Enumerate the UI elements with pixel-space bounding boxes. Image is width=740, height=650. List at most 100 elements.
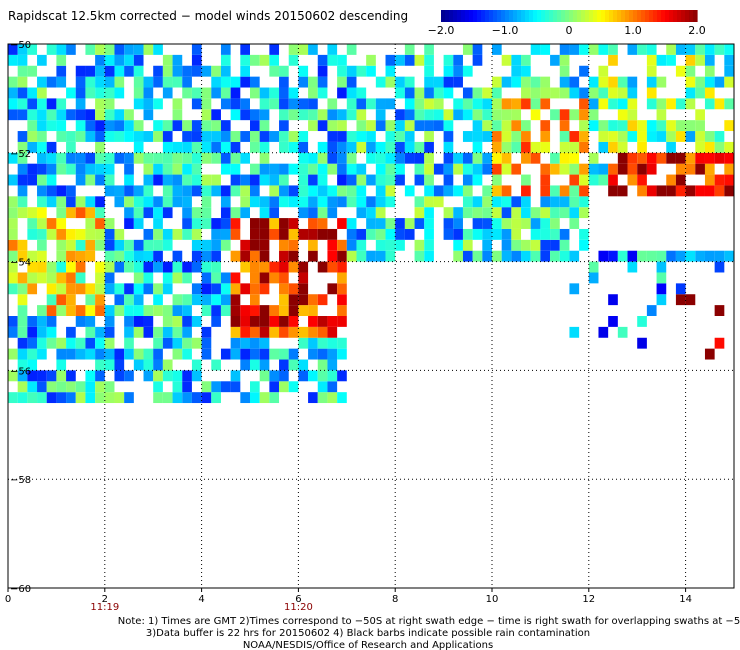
heatmap-cell [37,392,47,404]
heatmap-cell [133,239,144,251]
heatmap-cell [608,98,618,110]
heatmap-cell [220,272,231,284]
heatmap-cell [385,54,396,66]
heatmap-cell [220,305,231,316]
heatmap-cell [666,120,676,132]
heatmap-cell [608,185,618,197]
heatmap-cell [298,283,309,295]
colorbar-segment [457,10,462,22]
heatmap-cell [492,207,502,219]
heatmap-cell [124,174,134,186]
heatmap-cell [288,218,299,229]
heatmap-cell [172,326,183,338]
heatmap-cell [182,348,192,360]
colorbar-segment [617,10,622,22]
heatmap-cell [395,141,405,153]
heatmap-cell [366,54,376,66]
heatmap-cell [298,141,309,153]
heatmap-cell [172,141,183,153]
heatmap-cell [695,54,705,66]
heatmap-cell [482,152,492,164]
heatmap-cell [162,207,173,219]
heatmap-cell [501,98,512,110]
heatmap-cell [143,196,154,208]
heatmap-cell [501,218,512,229]
colorbar-segment [605,10,610,22]
heatmap-cell [327,163,338,175]
heatmap-cell [550,228,560,240]
colorbar-segment [665,10,670,22]
heatmap-cell [443,54,454,66]
heatmap-cell [95,54,105,66]
heatmap-cell [646,131,657,142]
heatmap-cell [37,381,47,393]
heatmap-cell [211,305,221,316]
heatmap-cell [540,44,551,55]
heatmap-cell [114,109,125,121]
heatmap-cell [356,109,367,121]
heatmap-cell [162,185,173,197]
heatmap-cell [608,87,618,99]
heatmap-cell [404,152,415,164]
heatmap-cell [404,141,415,153]
heatmap-cell [8,218,18,229]
heatmap-cell [337,337,347,349]
heatmap-cell [724,98,734,110]
heatmap-cell [95,87,105,99]
heatmap-cell [579,207,589,219]
heatmap-cell [153,131,163,142]
heatmap-cell [104,392,115,404]
heatmap-cell [608,120,618,132]
heatmap-cell [269,174,280,186]
heatmap-cell [569,163,580,175]
x-tick-label: 6 [295,594,301,605]
heatmap-cell [220,131,231,142]
heatmap-cell [356,196,367,208]
heatmap-cell [114,131,125,142]
heatmap-cell [37,326,47,338]
heatmap-cell [317,337,328,349]
heatmap-cell [279,261,289,273]
heatmap-cell [114,76,125,88]
heatmap-cell [27,141,38,153]
heatmap-cell [695,87,705,99]
heatmap-cell [124,163,134,175]
heatmap-cell [104,152,115,164]
heatmap-cell [346,163,357,175]
heatmap-cell [182,87,192,99]
heatmap-cell [443,152,454,164]
heatmap-cell [240,98,250,110]
heatmap-cell [104,109,115,121]
heatmap-cell [201,326,212,338]
heatmap-cell [346,141,357,153]
heatmap-cell [482,207,492,219]
heatmap-cell [114,359,125,371]
heatmap-cell [492,141,502,153]
heatmap-cell [37,250,47,262]
heatmap-cell [250,326,260,338]
heatmap-cell [56,359,67,371]
heatmap-cell [598,131,609,142]
heatmap-cell [588,76,599,88]
heatmap-cell [250,185,260,197]
heatmap-cell [627,109,638,121]
heatmap-cell [259,359,270,371]
heatmap-cell [95,141,105,153]
heatmap-cell [66,272,76,284]
heatmap-cell [404,54,415,66]
heatmap-cell [298,337,309,349]
heatmap-cell [327,381,338,393]
heatmap-cell [143,272,154,284]
heatmap-cell [240,348,250,360]
heatmap-cell [501,196,512,208]
heatmap-cell [288,44,299,55]
heatmap-cell [433,185,444,197]
heatmap-cell [8,239,18,251]
heatmap-cell [366,65,376,77]
heatmap-cell [191,261,202,273]
heatmap-cell [559,141,570,153]
heatmap-cell [366,120,376,132]
heatmap-cell [124,109,134,121]
heatmap-cell [424,141,434,153]
heatmap-cell [666,174,676,186]
